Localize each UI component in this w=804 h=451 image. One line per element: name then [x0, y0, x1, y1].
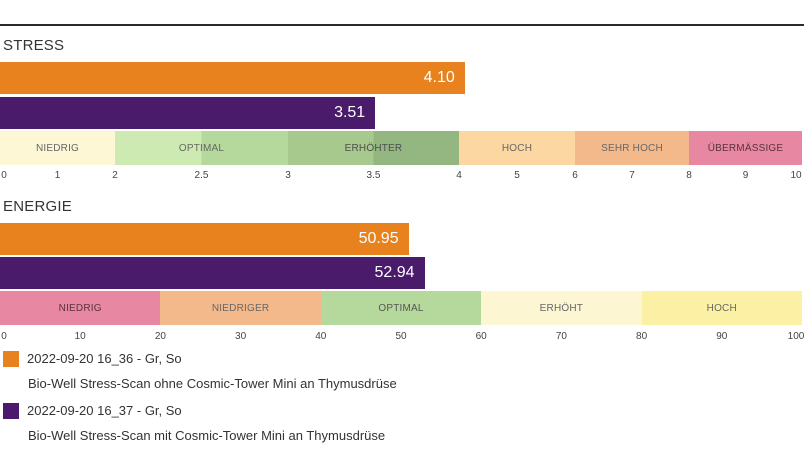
energie-tick-label: 30: [235, 331, 247, 342]
legend-label-scan-1: 2022-09-20 16_36 - Gr, So: [27, 351, 182, 366]
stress-tick-label: 10: [790, 170, 802, 181]
energie-zone-erhöht: ERHÖHT: [481, 291, 642, 325]
energie-title: ENERGIE: [3, 198, 72, 215]
stress-zone-scale: NIEDRIG OPTIMAL ERHÖHTER HOCH SEHR HOCH ÜBERM…: [0, 131, 802, 165]
stress-bar-scan-1-value: 4.10: [423, 69, 455, 86]
stress-zone-hoch: HOCH: [459, 131, 575, 165]
energie-tick-label: 0: [1, 331, 7, 342]
energie-tick-label: 20: [154, 331, 166, 342]
stress-zone-übermäßige: ÜBERMÄßIGE: [689, 131, 802, 165]
energie-tick-label: 40: [315, 331, 327, 342]
energie-tick-label: 70: [555, 331, 567, 342]
stress-tick-label: 1: [54, 170, 61, 181]
energie-tick-label: 80: [636, 331, 648, 342]
energie-zone-niedrig: NIEDRIG: [0, 291, 161, 325]
energie-axis-ticks: 0 10 20 30 40 50 60 70 80 90 100: [0, 331, 804, 345]
stress-tick-label: 2: [112, 170, 118, 181]
energie-tick-label: 90: [716, 331, 728, 342]
legend-description-scan-1: Bio-Well Stress-Scan ohne Cosmic-Tower M…: [28, 376, 397, 391]
stress-zone-erhöhter: ERHÖHTER: [288, 131, 459, 165]
legend-swatch-purple: [3, 403, 19, 419]
stress-zone-sehr-hoch: SEHR HOCH: [575, 131, 689, 165]
stress-tick-label: 8: [686, 170, 692, 181]
energie-tick-label: 10: [74, 331, 86, 342]
stress-title: STRESS: [3, 37, 65, 54]
legend-label-scan-2: 2022-09-20 16_37 - Gr, So: [27, 403, 182, 418]
energie-tick-label: 50: [395, 331, 407, 342]
energie-bar-scan-1-value: 50.95: [358, 230, 399, 247]
energie-zone-optimal: OPTIMAL: [320, 291, 482, 325]
energie-zone-niedriger: NIEDRIGER: [160, 291, 321, 325]
stress-tick-label: 4: [456, 170, 462, 181]
stress-tick-label: 3.5: [366, 170, 381, 181]
stress-tick-label: 7: [629, 170, 635, 181]
stress-tick-label: 9: [742, 170, 749, 181]
stress-zone-optimal: OPTIMAL: [115, 131, 288, 165]
energie-tick-label: 100: [787, 331, 804, 342]
stress-tick-label: 3: [285, 170, 291, 181]
energie-zone-scale: NIEDRIG NIEDRIGER OPTIMAL ERHÖHT HOCH: [0, 291, 802, 325]
stress-bar-scan-1: 4.10: [0, 62, 465, 94]
stress-tick-label: 2.5: [194, 170, 209, 181]
legend-description-scan-2: Bio-Well Stress-Scan mit Cosmic-Tower Mi…: [28, 428, 386, 443]
top-divider: [0, 24, 804, 26]
energie-bar-scan-1: 50.95: [0, 223, 409, 255]
energie-bar-scan-2-value: 52.94: [374, 264, 415, 281]
stress-tick-label: 5: [514, 170, 520, 181]
energie-bar-scan-2: 52.94: [0, 257, 425, 289]
stress-bar-scan-2: 3.51: [0, 97, 376, 129]
stress-tick-label: 6: [572, 170, 578, 181]
stress-axis-ticks: 0 1 2 2.5 3 3.5 4 5 6 7 8 9 10: [0, 170, 804, 184]
stress-tick-label: 0: [1, 170, 7, 181]
energie-tick-label: 60: [475, 331, 487, 342]
stress-zone-niedrig: NIEDRIG: [0, 131, 115, 165]
stress-bar-scan-2-value: 3.51: [334, 104, 366, 121]
energie-zone-hoch: HOCH: [641, 291, 802, 325]
legend-swatch-orange: [3, 351, 19, 367]
